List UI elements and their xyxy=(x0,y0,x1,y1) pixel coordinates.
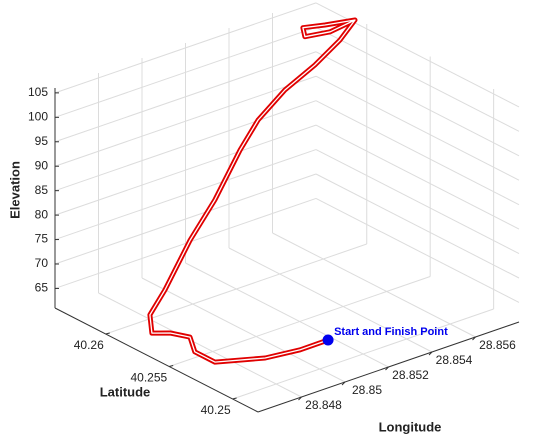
z-tick-label: 75 xyxy=(35,232,49,246)
grid-line xyxy=(98,292,302,398)
x-tick-label: 28.85 xyxy=(352,383,382,397)
grid-line xyxy=(315,100,520,206)
tick-mark xyxy=(385,366,389,371)
grid-line xyxy=(54,100,317,192)
z-tick-label: 100 xyxy=(28,110,48,124)
annotation: Start and Finish Point xyxy=(334,326,448,338)
grid-line xyxy=(232,308,494,400)
grid-line xyxy=(315,51,520,157)
x-tick-label: 28.856 xyxy=(479,338,516,352)
z-axis-label: Elevation xyxy=(7,161,22,219)
x-axis-label: Longitude xyxy=(379,419,442,434)
grid-line xyxy=(315,26,520,132)
tick-mark xyxy=(169,365,174,367)
grid-line xyxy=(54,2,317,94)
grid-line xyxy=(185,262,389,368)
grid-line xyxy=(54,173,317,265)
y-tick-label: 40.26 xyxy=(74,338,104,352)
grid-line xyxy=(315,124,520,230)
x-tick-label: 28.854 xyxy=(436,353,473,367)
y-axis-label: Latitude xyxy=(100,384,151,399)
grid-line xyxy=(54,75,317,167)
track xyxy=(147,17,358,365)
tick-mark xyxy=(341,381,346,386)
grid-line xyxy=(272,232,476,338)
start-finish-marker xyxy=(322,334,334,346)
grid-line xyxy=(54,26,317,118)
tick-mark xyxy=(428,351,433,356)
x-tick-label: 28.848 xyxy=(305,398,342,412)
z-tick-label: 80 xyxy=(35,207,49,221)
grid-line xyxy=(54,124,317,216)
z-tick-label: 90 xyxy=(35,158,49,172)
grid-line xyxy=(141,277,346,383)
tick-mark xyxy=(105,332,110,335)
x-tick-label: 28.852 xyxy=(392,368,429,382)
grid-line xyxy=(315,149,520,255)
grid-line xyxy=(54,149,317,241)
tick-mark xyxy=(232,397,237,400)
z-tick-label: 95 xyxy=(35,134,49,148)
grid-line xyxy=(54,51,317,143)
z-tick-label: 65 xyxy=(35,281,49,295)
grid-line xyxy=(54,197,317,289)
y-tick-label: 40.25 xyxy=(201,403,231,417)
grid-line xyxy=(315,173,520,279)
grid-line xyxy=(315,75,520,181)
grid-line xyxy=(228,247,433,353)
y-tick-label: 40.255 xyxy=(130,371,167,385)
grid-line xyxy=(169,276,431,367)
axis-line xyxy=(54,307,259,413)
z-tick-label: 85 xyxy=(35,183,49,197)
tick-mark xyxy=(472,336,476,341)
track-inner xyxy=(149,19,356,363)
z-tick-label: 105 xyxy=(28,85,48,99)
z-tick-label: 70 xyxy=(35,256,49,270)
tick-mark xyxy=(298,396,302,401)
grid-line xyxy=(315,197,520,303)
